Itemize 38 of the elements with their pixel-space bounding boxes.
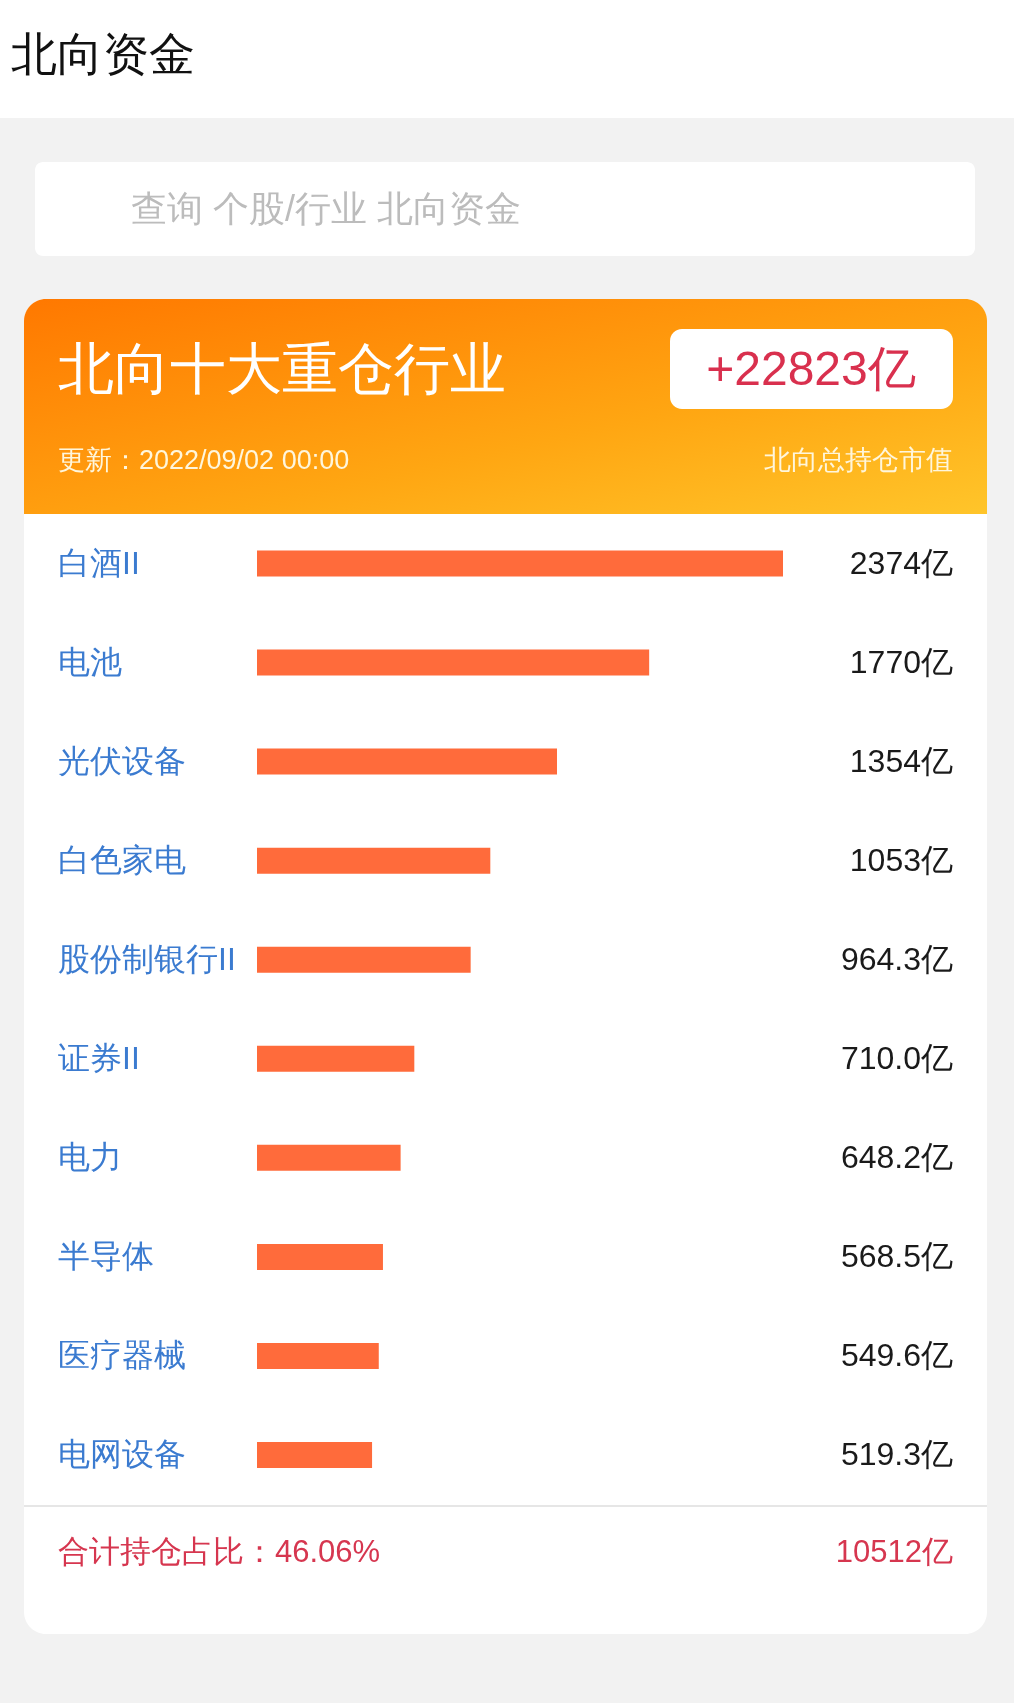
y-tick-label: 光伏设备: [58, 742, 186, 779]
bar: [257, 649, 650, 676]
y-tick-label: 电池: [58, 643, 122, 680]
chart-title: 北向十大重仓行业: [58, 337, 506, 400]
bar: [257, 748, 557, 775]
bar: [257, 1045, 415, 1072]
data-label: 519.3亿: [840, 1436, 953, 1472]
bar: [257, 1342, 379, 1369]
y-tick-label: 半导体: [58, 1237, 154, 1274]
text: 10512亿: [835, 1534, 953, 1569]
bar: [257, 946, 471, 973]
data-label: 1354亿: [849, 742, 953, 779]
data-label: 549.6亿: [840, 1336, 953, 1373]
y-tick-label: 证券II: [58, 1039, 140, 1076]
data-label: 2374亿: [849, 544, 953, 581]
bar: [257, 1243, 383, 1270]
y-tick-label: 电网设备: [58, 1436, 186, 1472]
text: +22823亿: [706, 342, 916, 395]
data-label: 1770亿: [849, 643, 953, 680]
y-tick-label: 白酒II: [58, 544, 140, 581]
y-tick-label: 白色家电: [58, 841, 186, 878]
bar: [257, 847, 491, 874]
chart-subtitle: 更新：2022/09/02 00:00: [58, 445, 350, 475]
y-tick-label: 医疗器械: [58, 1336, 186, 1373]
data-label: 964.3亿: [840, 940, 953, 977]
y-tick-label: 电力: [58, 1138, 122, 1175]
text: 北向总持仓市值: [764, 445, 953, 475]
bar: [257, 1144, 401, 1171]
data-label: 1053亿: [849, 841, 953, 878]
data-label: 710.0亿: [840, 1039, 953, 1076]
data-label: 568.5亿: [840, 1237, 953, 1274]
data-label: 648.2亿: [840, 1138, 953, 1175]
bar: [257, 1442, 373, 1468]
text: 北向资金: [11, 28, 195, 80]
text: 合计持仓占比：46.06%: [58, 1534, 381, 1569]
y-tick-label: 股份制银行II: [58, 940, 236, 977]
bar: [257, 550, 783, 577]
text: 查询 个股/行业 北向资金: [131, 188, 522, 229]
